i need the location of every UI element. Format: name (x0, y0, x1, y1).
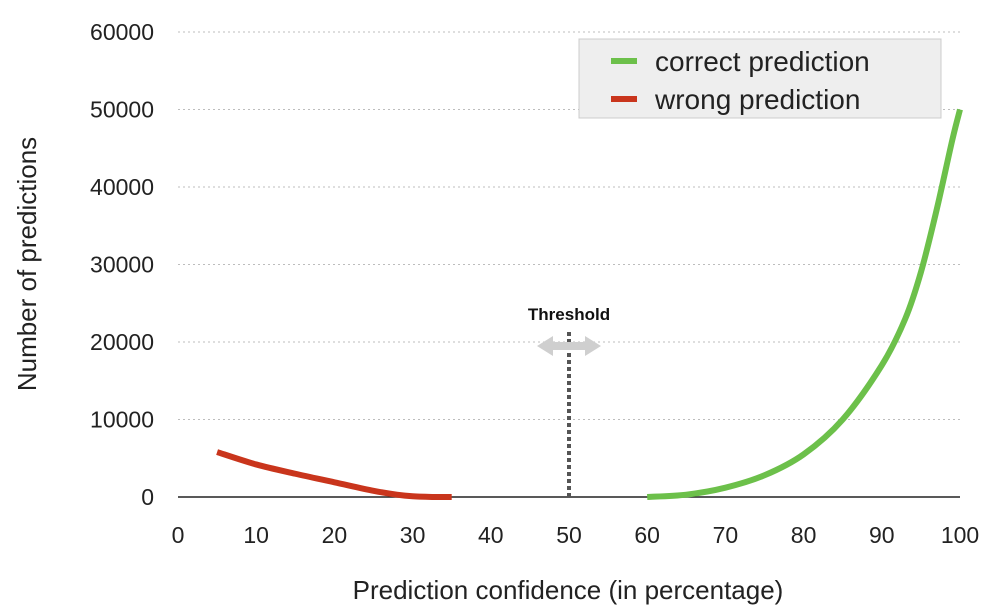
x-axis-label: Prediction confidence (in percentage) (353, 575, 784, 605)
legend-box (578, 38, 942, 119)
x-tick-label: 50 (556, 522, 582, 548)
legend-label-1: wrong prediction (654, 84, 860, 115)
y-tick-label: 0 (141, 484, 154, 510)
y-tick-label: 40000 (90, 174, 154, 200)
legend: correct prediction wrong prediction (578, 38, 942, 119)
y-tick-label: 10000 (90, 407, 154, 433)
threshold-annotation: Threshold (528, 305, 610, 497)
y-axis-label: Number of predictions (12, 137, 42, 391)
x-tick-label: 20 (322, 522, 348, 548)
y-tick-label: 30000 (90, 252, 154, 278)
series-line-1 (216, 449, 452, 501)
x-tick-label: 30 (400, 522, 426, 548)
threshold-arrow-icon (537, 336, 601, 356)
x-tick-label: 10 (243, 522, 269, 548)
gridlines (178, 31, 960, 420)
y-tick-label: 60000 (90, 19, 154, 45)
y-tick-labels: 0 10000 20000 30000 40000 50000 60000 (90, 19, 154, 510)
x-tick-label: 60 (634, 522, 660, 548)
threshold-label: Threshold (528, 305, 610, 324)
y-tick-label: 50000 (90, 97, 154, 123)
x-tick-label: 40 (478, 522, 504, 548)
legend-label-0: correct prediction (655, 46, 870, 77)
x-tick-label: 90 (869, 522, 895, 548)
x-tick-label: 0 (172, 522, 185, 548)
x-tick-label: 80 (791, 522, 817, 548)
x-tick-labels: 0 10 20 30 40 50 60 70 80 90 100 (172, 522, 980, 548)
series-line-0 (647, 108, 963, 500)
series-lines (216, 108, 963, 501)
y-tick-label: 20000 (90, 329, 154, 355)
x-tick-label: 70 (713, 522, 739, 548)
x-tick-label: 100 (941, 522, 979, 548)
